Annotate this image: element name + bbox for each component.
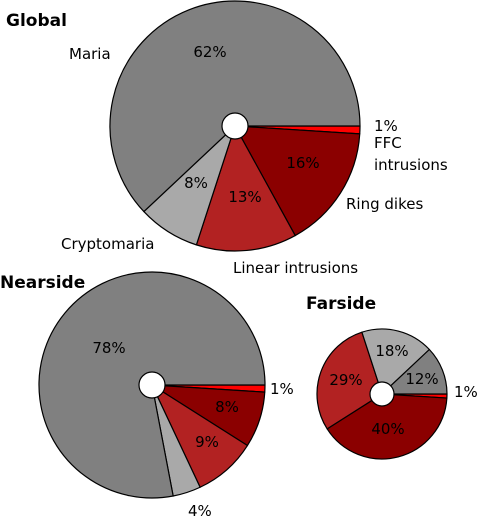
farside-center-hole (369, 381, 395, 407)
global-value-label-3: 8% (184, 174, 208, 192)
farside-slice-maria (381, 348, 448, 395)
global-center-hole (221, 112, 249, 140)
nearside-title: Nearside (0, 273, 85, 293)
farside-value-label-4: 12% (405, 370, 438, 388)
global-category-label-0-1: intrusions (374, 156, 448, 174)
farside-value-label-1: 40% (371, 420, 404, 438)
nearside-value-label-1: 8% (215, 398, 239, 416)
global-category-label-1-0: Ring dikes (346, 195, 423, 213)
nearside-value-label-outside-0: 1% (270, 380, 294, 398)
global-slice-ring-dikes (234, 125, 361, 237)
global-category-label-3-0: Cryptomaria (61, 235, 154, 253)
nearside-value-label-outside-3: 4% (188, 502, 212, 517)
global-slice-maria (109, 0, 361, 213)
nearside-center-hole (138, 371, 166, 399)
global-title: Global (6, 11, 67, 31)
nearside-value-label-4: 78% (92, 339, 125, 357)
nearside-value-label-2: 9% (195, 433, 219, 451)
farside-value-label-2: 29% (329, 371, 362, 389)
farside-slice-linear-intrusions (316, 331, 383, 430)
global-value-label-2: 13% (228, 188, 261, 206)
farside-value-label-outside-0: 1% (454, 383, 478, 401)
farside-slice-cryptomaria (361, 328, 430, 395)
global-value-label-4: 62% (193, 43, 226, 61)
global-value-label-outside-0: 1% (374, 117, 398, 135)
global-category-label-0-0: FFC (374, 134, 402, 152)
global-category-label-2-0: Linear intrusions (233, 259, 358, 277)
farside-title: Farside (306, 294, 376, 314)
global-slice-linear-intrusions (195, 125, 296, 252)
farside-value-label-3: 18% (375, 342, 408, 360)
global-category-label-4-0: Maria (69, 45, 111, 63)
global-value-label-1: 16% (286, 154, 319, 172)
